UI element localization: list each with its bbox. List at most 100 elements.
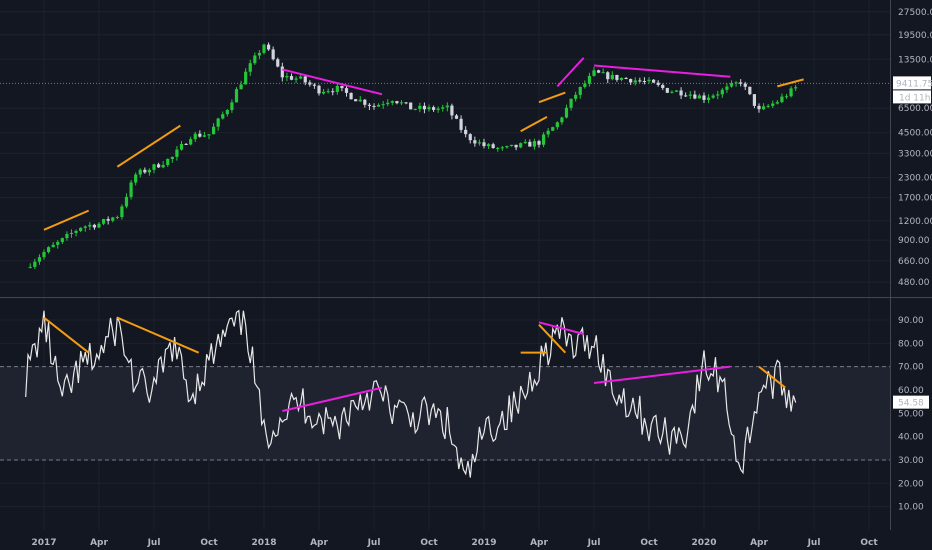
rsi-trendline-orange xyxy=(758,365,786,389)
rsi-band xyxy=(0,366,890,460)
candle-body xyxy=(37,257,42,262)
candle-body xyxy=(156,164,161,168)
candle-body xyxy=(418,105,422,109)
candle-body xyxy=(642,80,647,82)
candle-body xyxy=(775,102,779,104)
candle-body xyxy=(761,106,766,110)
price-trendline-orange xyxy=(538,91,566,104)
candle-body xyxy=(464,129,468,135)
candle-body xyxy=(661,84,665,89)
candle-body xyxy=(138,169,142,175)
trendlines xyxy=(43,57,804,412)
candle-body xyxy=(244,71,248,85)
candle-body xyxy=(601,72,605,74)
countdown-tag-box xyxy=(893,90,931,104)
candle-body xyxy=(106,219,110,221)
time-tick-label: 2018 xyxy=(251,538,276,548)
candle-body xyxy=(207,134,211,136)
time-tick-label: Apr xyxy=(530,538,548,548)
candle-body xyxy=(619,77,624,80)
candle-body xyxy=(404,102,408,104)
price-axis[interactable]: 27500.00 19500.00 13500.00 6500.00 4500.00 33… xyxy=(898,8,932,288)
candle-body xyxy=(170,156,174,159)
candle-body xyxy=(436,108,440,110)
candle-body xyxy=(358,99,362,102)
candle-body xyxy=(101,219,106,224)
candle-body xyxy=(523,141,527,144)
rsi-trendline-orange xyxy=(116,316,200,354)
rsi-axis[interactable]: 90.00 80.00 70.00 60.00 50.00 40.00 30.00 20.00… xyxy=(898,316,924,513)
candle-body xyxy=(615,74,619,80)
price-trendline-orange xyxy=(777,78,804,88)
candle-body xyxy=(221,114,225,119)
rsi-value-tag-box xyxy=(893,395,929,409)
time-axis[interactable]: 2017 Apr Jul Oct 2018 Apr Jul Oct 2019 Apr Jul Oct 2… xyxy=(31,538,878,548)
candle-body xyxy=(386,102,390,105)
price-tick-label: 1700.00 xyxy=(898,194,932,204)
candle-body xyxy=(92,224,97,228)
rsi-trendline-magenta xyxy=(282,386,383,412)
candle-body xyxy=(202,135,207,137)
candle-body xyxy=(312,84,317,86)
candle-body xyxy=(629,78,633,83)
candle-body xyxy=(431,107,436,110)
candle-body xyxy=(757,105,761,110)
candle-body xyxy=(647,79,651,82)
candle-body xyxy=(729,83,734,87)
candle-body xyxy=(294,78,298,80)
candle-body xyxy=(239,84,243,90)
candle-body xyxy=(340,85,344,89)
candle-body xyxy=(743,83,747,87)
candle-body xyxy=(514,144,518,148)
candle-body xyxy=(748,86,752,95)
candle-body xyxy=(363,99,367,105)
candle-body xyxy=(505,146,509,148)
candle-body xyxy=(720,89,724,95)
price-candles xyxy=(28,42,798,270)
rsi-tick-label: 60.00 xyxy=(898,386,924,396)
candle-body xyxy=(716,94,720,96)
price-tick-label: 1200.00 xyxy=(898,217,932,227)
candle-body xyxy=(477,142,482,144)
candle-body xyxy=(115,217,119,219)
price-tick-label: 13500.00 xyxy=(898,55,932,65)
candle-body xyxy=(198,133,202,137)
candle-body xyxy=(326,91,330,93)
candle-body xyxy=(674,90,679,92)
candle-body xyxy=(486,144,491,147)
candle-body xyxy=(441,107,445,109)
candle-body xyxy=(528,141,532,147)
rsi-trendline-magenta xyxy=(593,365,731,384)
candle-body xyxy=(124,196,129,207)
current-price-tag-box xyxy=(893,76,931,90)
candle-body xyxy=(574,94,578,99)
candle-body xyxy=(473,140,477,144)
candle-body xyxy=(60,238,64,242)
rsi-tick-label: 80.00 xyxy=(898,339,924,349)
candle-body xyxy=(693,94,697,99)
candle-body xyxy=(303,76,307,83)
candle-body xyxy=(610,74,614,80)
time-tick-label: 2017 xyxy=(31,538,56,548)
candle-body xyxy=(83,226,87,228)
candle-body xyxy=(166,158,170,166)
candle-body xyxy=(230,102,234,110)
candle-body xyxy=(551,127,555,131)
price-trendline-orange xyxy=(520,116,548,133)
candle-body xyxy=(665,88,669,93)
candle-body xyxy=(688,94,692,96)
candle-body xyxy=(152,164,156,170)
candle-body xyxy=(679,90,683,96)
candle-body xyxy=(354,99,358,102)
time-tick-label: Jul xyxy=(807,538,821,548)
price-tick-label: 6500.00 xyxy=(898,104,932,114)
time-tick-label: Apr xyxy=(750,538,768,548)
rsi-tick-label: 50.00 xyxy=(898,409,924,419)
candle-body xyxy=(120,206,124,218)
rsi-tick-label: 70.00 xyxy=(898,363,924,373)
candle-body xyxy=(56,241,60,245)
rsi-value-tag: 54.58 xyxy=(893,395,929,409)
candle-body xyxy=(317,85,321,94)
